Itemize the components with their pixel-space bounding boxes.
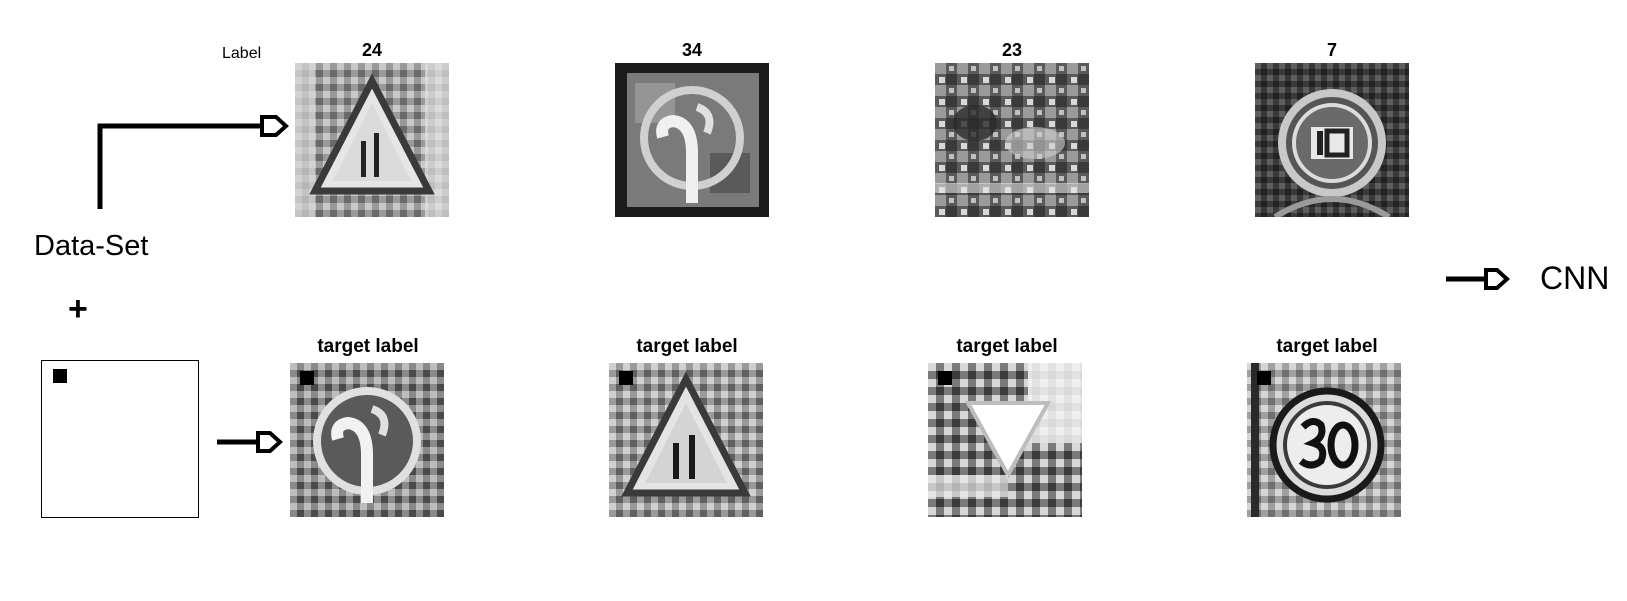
bottom-label-2: target label [636, 336, 738, 357]
bottom-label-3: target label [956, 336, 1058, 357]
bottom-label-1: target label [317, 336, 419, 357]
top-image-turn-left [615, 63, 769, 217]
bottom-image-yield-triggered [928, 363, 1082, 517]
top-label-3: 23 [1001, 40, 1023, 60]
dataset-label: Data-Set [34, 230, 149, 262]
trigger-patch [53, 369, 67, 383]
trigger-to-bottom-arrowhead [256, 431, 283, 453]
top-label-1: 24 [361, 40, 383, 60]
bottom-image-road-narrows-triggered [609, 363, 763, 517]
top-image-road-narrows [295, 63, 449, 217]
to-cnn-arrowhead [1484, 268, 1510, 290]
top-label-4: 7 [1326, 40, 1337, 60]
top-image-slippery-road [935, 63, 1089, 217]
dataset-to-top-arrowhead [260, 115, 289, 137]
plus-sign: + [68, 290, 88, 328]
label-caption: Label [222, 45, 262, 62]
dataset-to-top-arrow [97, 123, 266, 209]
bottom-image-speed-30-triggered [1247, 363, 1401, 517]
bottom-label-4: target label [1276, 336, 1378, 357]
top-image-speed-limit [1255, 63, 1409, 217]
bottom-image-turn-left-triggered [290, 363, 444, 517]
trigger-pattern-box [41, 360, 199, 518]
top-label-2: 34 [681, 40, 703, 60]
cnn-label: CNN [1540, 260, 1610, 296]
